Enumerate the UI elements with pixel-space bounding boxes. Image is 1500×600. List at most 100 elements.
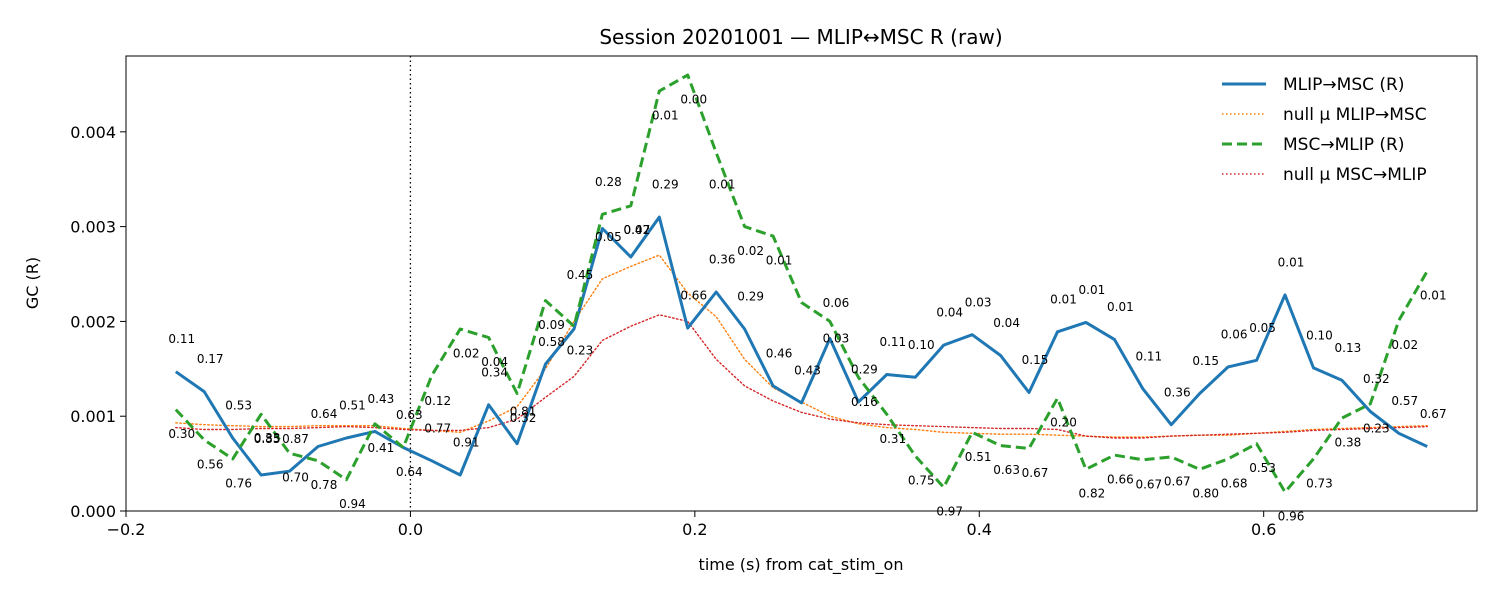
x-axis: −0.2 0.0 0.2 0.4 0.6	[107, 511, 1276, 539]
p-value-label: 0.06	[823, 296, 850, 310]
p-value-label: 0.01	[1420, 289, 1447, 303]
p-value-label: 0.36	[1164, 385, 1191, 399]
legend-label: null μ MLIP→MSC	[1283, 105, 1427, 125]
p-value-label: 0.01	[1278, 255, 1305, 269]
series-line-3	[175, 314, 1428, 439]
p-value-label: 0.13	[1335, 341, 1362, 355]
p-value-label: 0.04	[993, 316, 1020, 330]
p-value-label: 0.87	[282, 432, 309, 446]
p-value-label: 0.75	[908, 473, 935, 487]
p-value-label: 0.17	[197, 352, 224, 366]
p-value-label: 0.23	[567, 344, 594, 358]
p-value-label: 0.16	[851, 395, 878, 409]
series-line-0	[174, 215, 1428, 477]
legend-label: MLIP→MSC (R)	[1283, 75, 1404, 95]
p-value-label: 0.11	[879, 335, 906, 349]
p-value-label: 0.29	[737, 290, 764, 304]
x-tick-label: 0.6	[1251, 520, 1276, 539]
y-tick-label: 0.004	[70, 123, 116, 142]
p-value-label: 0.57	[1391, 394, 1418, 408]
p-value-label: 0.02	[737, 244, 764, 258]
p-value-label: 0.81	[510, 404, 537, 418]
y-tick-label: 0.003	[70, 218, 116, 237]
p-value-label: 0.41	[368, 441, 395, 455]
p-value-label: 0.20	[1050, 416, 1077, 430]
p-value-label: 0.82	[1079, 487, 1106, 501]
p-value-label: 0.77	[424, 421, 451, 435]
legend-label: null μ MSC→MLIP	[1283, 165, 1427, 185]
x-tick-label: 0.0	[398, 520, 423, 539]
p-value-label: 0.15	[1192, 354, 1219, 368]
p-value-label: 0.12	[424, 394, 451, 408]
p-value-label: 0.42	[623, 223, 650, 237]
p-value-label: 0.38	[1335, 436, 1362, 450]
p-value-label: 0.29	[652, 178, 679, 192]
p-value-label: 0.67	[1420, 407, 1447, 421]
p-value-label: 0.56	[197, 457, 224, 471]
x-tick-label: −0.2	[107, 520, 146, 539]
y-tick-label: 0.002	[70, 312, 116, 331]
p-value-label: 0.53	[1249, 461, 1276, 475]
p-value-label: 0.66	[1107, 473, 1134, 487]
p-value-label: 0.34	[481, 365, 508, 379]
axes-frame	[125, 55, 1478, 512]
p-value-label: 0.32	[1363, 372, 1390, 386]
p-value-label: 0.45	[567, 268, 594, 282]
p-value-label: 0.30	[168, 427, 195, 441]
p-value-label: 0.63	[993, 463, 1020, 477]
p-value-label: 0.66	[680, 289, 707, 303]
p-value-label: 0.67	[1022, 466, 1049, 480]
p-value-label: 0.46	[766, 346, 793, 360]
p-value-label: 0.23	[1363, 421, 1390, 435]
p-value-label: 0.01	[709, 178, 736, 192]
p-value-label: 0.94	[339, 497, 366, 511]
p-value-label: 0.70	[282, 471, 309, 485]
p-value-label: 0.63	[396, 408, 423, 422]
p-value-label: 0.68	[1221, 476, 1248, 490]
p-value-label: 0.91	[453, 436, 480, 450]
p-value-label: 0.06	[1221, 327, 1248, 341]
p-value-label: 0.09	[538, 318, 565, 332]
p-value-label: 0.43	[794, 364, 821, 378]
chart-title: Session 20201001 — MLIP↔MSC R (raw)	[599, 25, 1002, 49]
p-value-label: 0.67	[1135, 477, 1162, 491]
p-value-label: 0.02	[1391, 338, 1418, 352]
p-value-label: 0.00	[680, 92, 707, 106]
p-value-label: 0.04	[481, 355, 508, 369]
p-value-label: 0.85	[254, 432, 281, 446]
p-value-label: 0.80	[1192, 487, 1219, 501]
p-value-label: 0.64	[311, 407, 338, 421]
p-value-label: 0.07	[623, 223, 650, 237]
p-value-label: 0.51	[965, 450, 992, 464]
plot-area: 0.110.170.530.33 0.870.640.51 0.430.630.12…	[125, 55, 1478, 523]
x-axis-label: time (s) from cat_stim_on	[699, 555, 904, 575]
p-value-label: 0.01	[1050, 292, 1077, 306]
legend: MLIP→MSC (R) null μ MLIP→MSC MSC→MLIP (R) n…	[1222, 75, 1427, 185]
p-value-label: 0.73	[1306, 476, 1333, 490]
x-tick-label: 0.2	[682, 520, 707, 539]
annotation-layer: 0.110.170.530.33 0.870.640.51 0.430.630.12…	[168, 92, 1446, 523]
y-axis-label: GC (R)	[23, 257, 42, 309]
p-value-label: 0.64	[396, 465, 423, 479]
p-value-label: 0.58	[538, 335, 565, 349]
p-value-label: 0.03	[965, 295, 992, 309]
p-value-label: 0.28	[595, 175, 622, 189]
p-value-label: 0.01	[652, 109, 679, 123]
p-value-label: 0.11	[168, 332, 195, 346]
p-value-label: 0.31	[879, 432, 906, 446]
p-value-label: 0.01	[1079, 283, 1106, 297]
p-value-label: 0.10	[1306, 328, 1333, 342]
p-value-label: 0.96	[1278, 509, 1305, 523]
p-value-label: 0.78	[311, 478, 338, 492]
p-value-label: 0.04	[936, 306, 963, 320]
x-tick-label: 0.4	[967, 520, 992, 539]
p-value-label: 0.51	[339, 399, 366, 413]
series-layer	[174, 73, 1429, 494]
p-value-label: 0.05	[1249, 321, 1276, 335]
legend-label: MSC→MLIP (R)	[1283, 135, 1404, 155]
y-axis: 0.000 0.001 0.002 0.003 0.004	[70, 123, 126, 521]
series-line-2	[174, 73, 1429, 494]
y-tick-label: 0.001	[70, 407, 116, 426]
